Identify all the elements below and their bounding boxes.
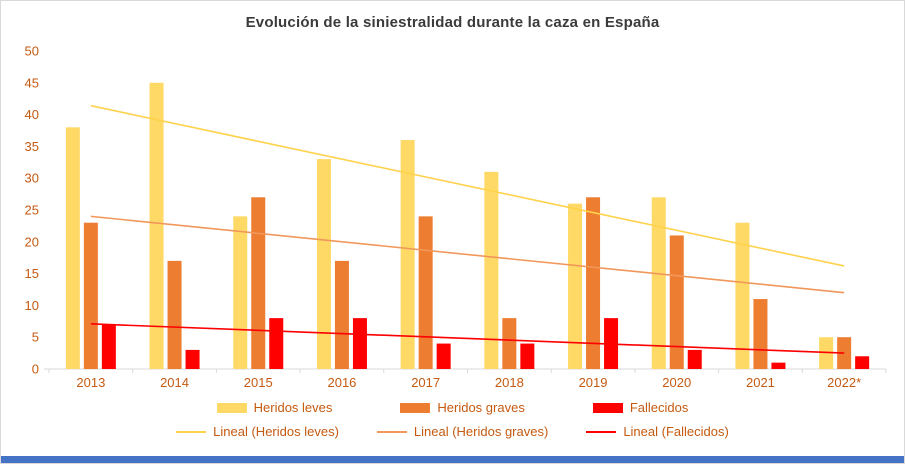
trendline-lineal-heridos-leves <box>90 104 845 267</box>
legend-item-lineal-heridos-leves: Lineal (Heridos leves) <box>176 424 339 439</box>
legend-swatch-heridos-leves <box>216 402 247 413</box>
bar-heridos-leves-2017 <box>400 140 415 369</box>
bar-heridos-leves-2020 <box>651 197 666 369</box>
legend-line-swatch-fallecidos <box>586 430 617 433</box>
legend-label-lineal-fallecidos: Lineal (Fallecidos) <box>623 424 729 439</box>
bar-heridos-graves-2020 <box>669 235 684 369</box>
bar-heridos-leves-2021 <box>735 222 750 369</box>
bar-heridos-graves-2015 <box>251 197 266 369</box>
bar-fallecidos-2018 <box>520 343 535 369</box>
y-tick-label: 0 <box>32 362 39 377</box>
bar-fallecidos-2014 <box>185 349 200 369</box>
legend-line-swatch-heridos-leves <box>176 430 207 433</box>
legend-label-lineal-heridos-leves: Lineal (Heridos leves) <box>213 424 339 439</box>
bar-heridos-leves-2016 <box>316 159 331 369</box>
bar-fallecidos-2021 <box>771 362 786 369</box>
y-tick-label: 25 <box>25 203 39 218</box>
x-tick-label-2013: 2013 <box>76 375 105 390</box>
x-tick-label-2019: 2019 <box>579 375 608 390</box>
legend-item-heridos-leves: Heridos leves <box>216 400 333 415</box>
legend-swatch-heridos-graves <box>400 402 431 413</box>
bar-fallecidos-2020 <box>687 349 702 369</box>
y-tick-label: 35 <box>25 139 39 154</box>
bar-heridos-leves-2018 <box>484 171 499 369</box>
bar-fallecidos-2016 <box>352 318 367 369</box>
y-tick-label: 10 <box>25 298 39 313</box>
legend-row-series: Heridos leves Heridos graves Fallecidos <box>216 400 689 415</box>
bar-heridos-graves-2018 <box>502 318 517 369</box>
bar-fallecidos-2015 <box>269 318 284 369</box>
legend-label-heridos-leves: Heridos leves <box>253 400 333 415</box>
y-tick-label: 40 <box>25 107 39 122</box>
bar-heridos-leves-2014 <box>149 82 164 370</box>
legend-item-lineal-heridos-graves: Lineal (Heridos graves) <box>376 424 549 439</box>
bar-heridos-graves-2019 <box>586 197 601 369</box>
bar-heridos-leves-2019 <box>568 203 583 369</box>
legend-item-lineal-fallecidos: Lineal (Fallecidos) <box>586 424 729 439</box>
bar-heridos-graves-2021 <box>753 299 768 369</box>
trendline-lineal-heridos-graves <box>90 215 845 294</box>
y-tick-label: 5 <box>32 330 39 345</box>
bar-heridos-graves-2017 <box>418 216 433 369</box>
x-tick-label-2014: 2014 <box>160 375 189 390</box>
chart-title: Evolución de la siniestralidad durante l… <box>245 14 660 31</box>
x-tick-label-2016: 2016 <box>327 375 356 390</box>
legend-label-lineal-heridos-graves: Lineal (Heridos graves) <box>413 424 549 439</box>
chart-plot-area: 0 5 10 15 20 25 30 35 40 45 50 2013 2014 2015 2016 2017… <box>25 44 887 390</box>
x-tick-label-2021: 2021 <box>746 375 775 390</box>
bar-heridos-leves-2015 <box>233 216 248 369</box>
y-tick-label: 30 <box>25 171 39 186</box>
bar-fallecidos-2013 <box>101 324 116 369</box>
legend-label-heridos-graves: Heridos graves <box>437 400 525 415</box>
y-tick-label: 20 <box>25 234 39 249</box>
legend-line-swatch-heridos-graves <box>376 430 407 433</box>
chart-legend: Heridos leves Heridos graves Fallecidos … <box>1 400 904 439</box>
bottom-accent-bar <box>1 456 904 463</box>
legend-label-fallecidos: Fallecidos <box>629 400 689 415</box>
legend-item-fallecidos: Fallecidos <box>592 400 689 415</box>
y-tick-label: 15 <box>25 266 39 281</box>
legend-row-trendlines: Lineal (Heridos leves) Lineal (Heridos g… <box>176 424 729 439</box>
x-tick-label-2022: 2022* <box>827 375 861 390</box>
y-tick-label: 45 <box>25 75 39 90</box>
x-tick-label-2017: 2017 <box>411 375 440 390</box>
bar-heridos-leves-2013 <box>65 127 80 369</box>
legend-item-heridos-graves: Heridos graves <box>400 400 525 415</box>
y-tick-label: 50 <box>25 44 39 59</box>
x-tick-label-2018: 2018 <box>495 375 524 390</box>
legend-swatch-fallecidos <box>592 402 623 413</box>
trendline-lineal-fallecidos <box>90 323 845 354</box>
bar-fallecidos-2022 <box>855 356 870 369</box>
bar-fallecidos-2017 <box>436 343 451 369</box>
bar-heridos-graves-2013 <box>83 222 98 369</box>
x-tick-label-2020: 2020 <box>662 375 691 390</box>
x-tick-label-2015: 2015 <box>244 375 273 390</box>
bar-heridos-graves-2014 <box>167 260 182 369</box>
bar-heridos-graves-2016 <box>334 260 349 369</box>
